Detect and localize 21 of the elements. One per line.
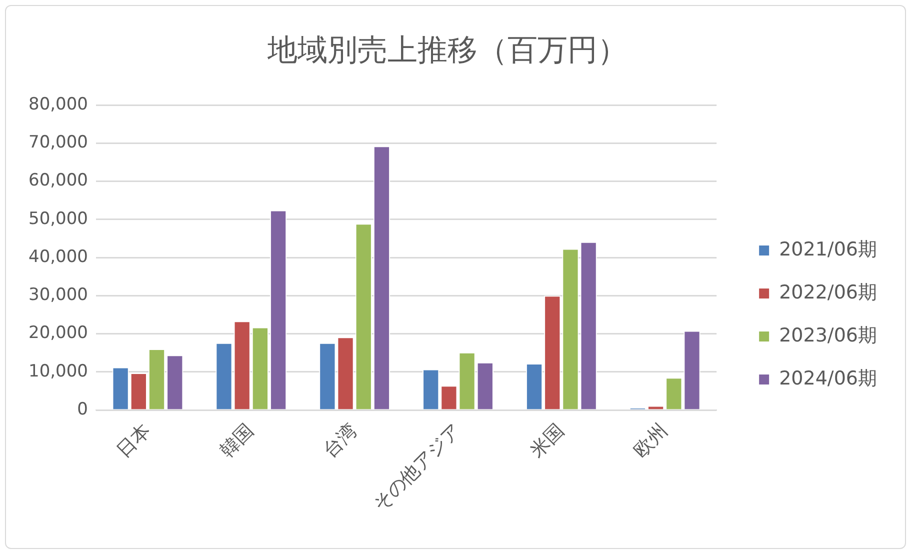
- legend-label: 2024/06期: [779, 367, 878, 390]
- x-tick-label: 日本: [112, 420, 155, 462]
- x-tick-label: 欧州: [629, 420, 672, 462]
- y-tick-label: 30,000: [28, 285, 88, 306]
- y-tick-label: 20,000: [28, 323, 88, 344]
- legend-label: 2023/06期: [779, 324, 878, 346]
- chart-title: 地域別売上推移（百万円）: [266, 32, 628, 68]
- x-tick-label: 韓国: [216, 420, 258, 462]
- y-tick-label: 80,000: [28, 94, 88, 114]
- x-tick-label: 台湾: [319, 420, 362, 462]
- chart-frame: 2021/06期 2022/06期 2023/06期 2024/06期 地域別売上推移（百万円） 日本 韓国 台湾 その他アジア 米国 欧州 0 10,000 20,000 30,000 40,000 50,000 60,000 70,000 80,000: [5, 5, 906, 549]
- y-tick-label: 70,000: [28, 132, 88, 153]
- legend-label: 2022/06期: [779, 281, 878, 304]
- y-tick-label: 40,000: [28, 246, 88, 267]
- x-tick-label: その他アジア: [368, 420, 466, 516]
- legend-label: 2021/06期: [779, 238, 878, 260]
- y-tick-label: 10,000: [28, 361, 88, 382]
- y-tick-label: 0: [77, 399, 88, 420]
- y-tick-label: 50,000: [28, 208, 88, 229]
- x-tick-label: 米国: [526, 420, 568, 462]
- y-tick-label: 60,000: [28, 170, 88, 191]
